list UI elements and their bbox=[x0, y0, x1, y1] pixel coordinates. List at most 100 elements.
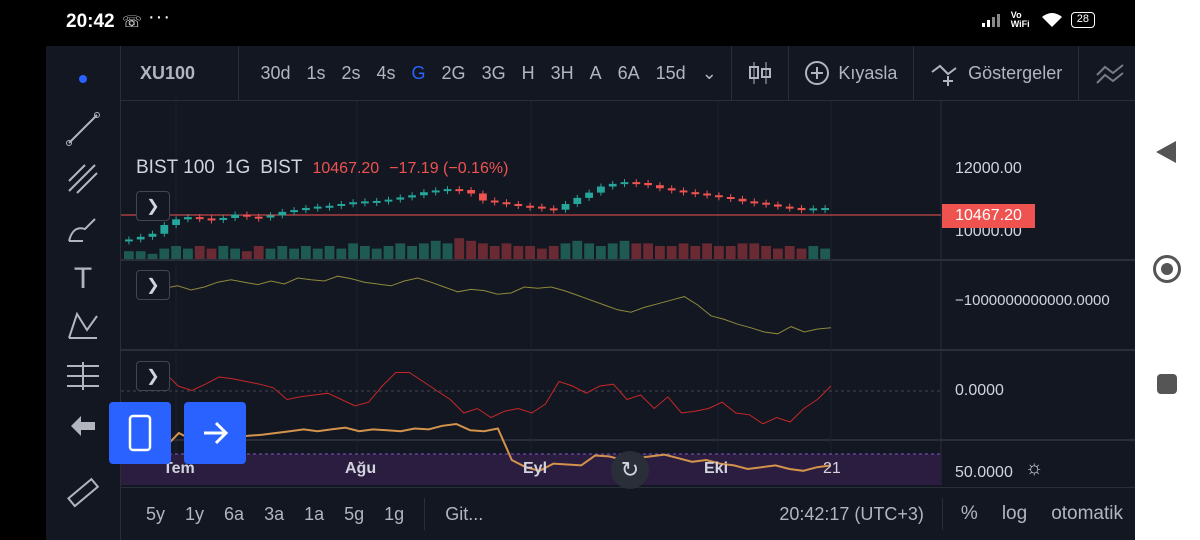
measure-tool-icon[interactable] bbox=[65, 358, 101, 394]
indicators-button[interactable]: Göstergeler bbox=[920, 60, 1072, 86]
interval-g[interactable]: G bbox=[411, 62, 426, 83]
volume-bar bbox=[419, 243, 429, 259]
volume-bar bbox=[159, 248, 170, 259]
brush-icon[interactable] bbox=[65, 211, 101, 247]
auto-scale-button[interactable]: otomatik bbox=[1051, 503, 1123, 524]
range-6a[interactable]: 6a bbox=[224, 503, 245, 524]
range-1a[interactable]: 1a bbox=[304, 503, 325, 524]
volume-bar bbox=[442, 243, 453, 259]
interval-3g[interactable]: 3G bbox=[481, 62, 506, 83]
expand-button[interactable]: ❯ bbox=[136, 270, 170, 300]
interval-1s[interactable]: 1s bbox=[306, 62, 326, 83]
pattern-tool-icon[interactable] bbox=[65, 308, 101, 344]
symbol-search-button[interactable]: XU100 bbox=[121, 45, 240, 101]
volume-bar bbox=[301, 246, 311, 259]
recent-apps-icon[interactable] bbox=[1157, 374, 1177, 394]
screen-rotate-button[interactable] bbox=[109, 402, 171, 464]
interval-6a[interactable]: 6A bbox=[617, 62, 640, 83]
system-navigation-bar bbox=[1135, 0, 1200, 540]
percent-scale-button[interactable]: % bbox=[960, 503, 978, 524]
interval-30d[interactable]: 30d bbox=[260, 62, 291, 83]
interval-2s[interactable]: 2s bbox=[341, 62, 361, 83]
chart-app: T XU100 30d 1s 2s 4s G 2G 3G H 3H A 6A 1… bbox=[46, 45, 1135, 540]
drawing-toolbar: T bbox=[46, 46, 121, 540]
range-5g[interactable]: 5g bbox=[344, 503, 365, 524]
crosshair-icon[interactable] bbox=[65, 61, 101, 97]
legend-interval: 1G bbox=[224, 157, 251, 178]
legend-change: −17.19 (−0.16%) bbox=[389, 160, 509, 177]
volume-bar bbox=[761, 246, 771, 259]
log-scale-button[interactable]: log bbox=[1001, 503, 1028, 524]
chart-type-button[interactable] bbox=[738, 60, 782, 86]
collapse-arrow-icon[interactable] bbox=[65, 408, 101, 444]
home-icon[interactable] bbox=[1153, 255, 1181, 283]
indicator-line-2 bbox=[150, 371, 832, 425]
volume-bar bbox=[312, 248, 323, 259]
volume-bar bbox=[560, 243, 571, 259]
volume-bar bbox=[619, 240, 630, 259]
settings-gear-icon[interactable]: ☼ bbox=[1025, 457, 1044, 479]
volume-bar bbox=[383, 246, 394, 259]
fib-tool-icon[interactable] bbox=[65, 161, 101, 197]
chart-area[interactable]: BIST 100 1G BIST 10467.20 −17.19 (−0.16%… bbox=[121, 101, 1135, 489]
expand-button[interactable]: ❯ bbox=[136, 191, 170, 221]
volume-bar bbox=[206, 248, 217, 259]
interval-15d[interactable]: 15d bbox=[655, 62, 686, 83]
back-icon[interactable] bbox=[1156, 141, 1176, 163]
volume-bar bbox=[348, 243, 358, 259]
interval-list: 30d 1s 2s 4s G 2G 3G H 3H A 6A 15d ⌄ bbox=[239, 63, 724, 84]
chevron-right-icon: ❯ bbox=[146, 368, 160, 385]
volume-bar bbox=[124, 251, 134, 259]
range-1y[interactable]: 1y bbox=[185, 503, 205, 524]
range-5y[interactable]: 5y bbox=[146, 503, 166, 524]
interval-4s[interactable]: 4s bbox=[376, 62, 396, 83]
volume-bar bbox=[655, 246, 665, 259]
chevron-right-icon: ❯ bbox=[146, 198, 160, 215]
volume-bar bbox=[537, 248, 547, 259]
volume-bar bbox=[336, 248, 347, 259]
signal-icon bbox=[981, 14, 1000, 27]
indicator-icon bbox=[931, 64, 957, 86]
range-1g[interactable]: 1g bbox=[384, 503, 405, 524]
interval-a[interactable]: A bbox=[589, 62, 602, 83]
top-toolbar: XU100 30d 1s 2s 4s G 2G 3G H 3H A 6A 15d… bbox=[121, 45, 1135, 101]
clock[interactable]: 20:42:17 (UTC+3) bbox=[779, 503, 924, 524]
price-label: 12000.00 bbox=[955, 160, 1022, 177]
interval-2g[interactable]: 2G bbox=[441, 62, 466, 83]
volume-bars bbox=[124, 238, 830, 259]
rotate-icon: ↻ bbox=[620, 457, 640, 482]
templates-icon[interactable] bbox=[1085, 61, 1135, 85]
volume-bar bbox=[289, 248, 299, 259]
ruler-icon[interactable] bbox=[65, 476, 101, 512]
status-time: 20:42 bbox=[66, 11, 115, 32]
trend-line-icon[interactable] bbox=[65, 111, 101, 147]
volume-bar bbox=[230, 248, 240, 259]
volume-bar bbox=[135, 251, 146, 259]
wifi-icon bbox=[1041, 13, 1062, 27]
status-bar: 20:42 ☏ ··· Vo WiFi 28 bbox=[0, 0, 1135, 46]
volume-bar bbox=[324, 246, 335, 259]
volume-bar bbox=[147, 253, 158, 259]
volume-bar bbox=[454, 238, 465, 259]
compare-button[interactable]: Kıyasla bbox=[794, 60, 907, 86]
chart-canvas[interactable] bbox=[121, 101, 1135, 485]
expand-button[interactable]: ❯ bbox=[136, 361, 170, 391]
arrow-right-icon bbox=[204, 421, 229, 445]
chevron-down-icon[interactable]: ⌄ bbox=[701, 62, 717, 83]
goto-date-button[interactable]: Git... bbox=[445, 503, 484, 524]
legend: BIST 100 1G BIST 10467.20 −17.19 (−0.16%… bbox=[136, 157, 508, 179]
range-3a[interactable]: 3a bbox=[264, 503, 285, 524]
volume-bar bbox=[584, 243, 594, 259]
volume-bar bbox=[737, 243, 748, 259]
time-label: 21 bbox=[823, 460, 841, 477]
forward-button[interactable] bbox=[184, 402, 246, 464]
volume-bar bbox=[702, 243, 712, 259]
reset-chart-button[interactable]: ↻ bbox=[611, 451, 649, 489]
interval-h[interactable]: H bbox=[521, 62, 535, 83]
volume-bar bbox=[596, 246, 606, 259]
indicator-line-1 bbox=[150, 275, 832, 335]
text-tool-icon[interactable]: T bbox=[73, 262, 93, 295]
volume-bar bbox=[820, 248, 830, 259]
interval-3h[interactable]: 3H bbox=[550, 62, 574, 83]
pane-axis-label: −1000000000000.0000 bbox=[955, 292, 1110, 309]
